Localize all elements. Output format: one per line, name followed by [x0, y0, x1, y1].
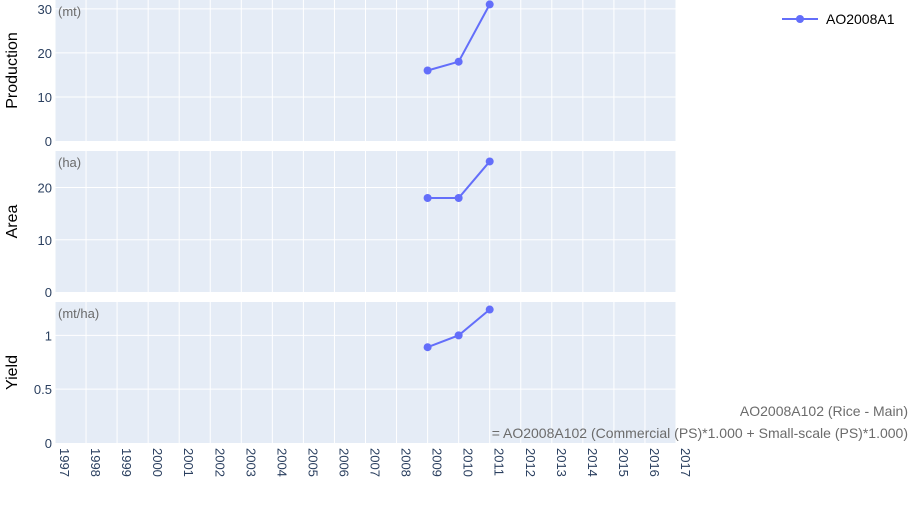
x-tick-label: 2014	[585, 448, 600, 477]
x-tick-label: 2002	[212, 448, 227, 477]
chart-annotation-title: AO2008A102 (Rice - Main)	[739, 403, 908, 419]
data-point	[454, 331, 463, 340]
x-tick-label: 1997	[57, 448, 72, 477]
data-point	[485, 0, 494, 9]
legend-marker	[796, 15, 804, 23]
legend-entry: AO2008A1	[826, 11, 895, 27]
x-tick-label: 2005	[305, 448, 320, 477]
unit-label: (ha)	[58, 155, 81, 170]
x-tick-label: 2006	[336, 448, 351, 477]
y-tick-label: 10	[38, 233, 52, 248]
y-tick-label: 20	[38, 181, 52, 196]
y-axis-title-area: Area	[4, 205, 21, 239]
unit-label: (mt)	[58, 4, 81, 19]
x-tick-label: 2016	[647, 448, 662, 477]
y-tick-label: 10	[38, 90, 52, 105]
y-axis-title-yield: Yield	[4, 355, 21, 390]
y-axis-title-production: Production	[4, 32, 21, 109]
data-point	[454, 57, 463, 66]
data-point	[423, 194, 432, 202]
data-point	[485, 157, 494, 166]
x-tick-label: 2013	[554, 448, 569, 477]
y-tick-label: 0	[45, 285, 52, 300]
x-tick-label: 2010	[461, 448, 476, 477]
x-tick-label: 2001	[181, 448, 196, 477]
x-tick-label: 2000	[150, 448, 165, 477]
x-tick-label: 2017	[678, 448, 693, 477]
x-tick-label: 2011	[492, 448, 507, 476]
y-tick-label: 30	[38, 2, 52, 17]
x-tick-label: 2015	[616, 448, 631, 477]
x-tick-label: 2009	[430, 448, 445, 477]
y-tick-label: 20	[38, 46, 52, 61]
data-point	[423, 343, 432, 352]
data-point	[485, 305, 494, 314]
x-tick-label: 2012	[523, 448, 538, 477]
data-point	[423, 66, 432, 75]
x-tick-label: 2007	[368, 448, 383, 477]
data-point	[454, 194, 463, 202]
chart-annotation-formula: = AO2008A102 (Commercial (PS)*1.000 + Sm…	[491, 425, 908, 441]
y-tick-label: 1	[45, 328, 52, 343]
unit-label: (mt/ha)	[58, 306, 99, 321]
x-tick-label: 2008	[399, 448, 414, 477]
x-tick-label: 2004	[274, 448, 289, 477]
x-tick-label: 2003	[243, 448, 258, 477]
y-tick-label: 0.5	[34, 382, 52, 397]
y-tick-label: 0	[45, 134, 52, 149]
y-tick-label: 0	[45, 436, 52, 451]
x-tick-label: 1998	[88, 448, 103, 477]
x-tick-label: 1999	[119, 448, 134, 477]
